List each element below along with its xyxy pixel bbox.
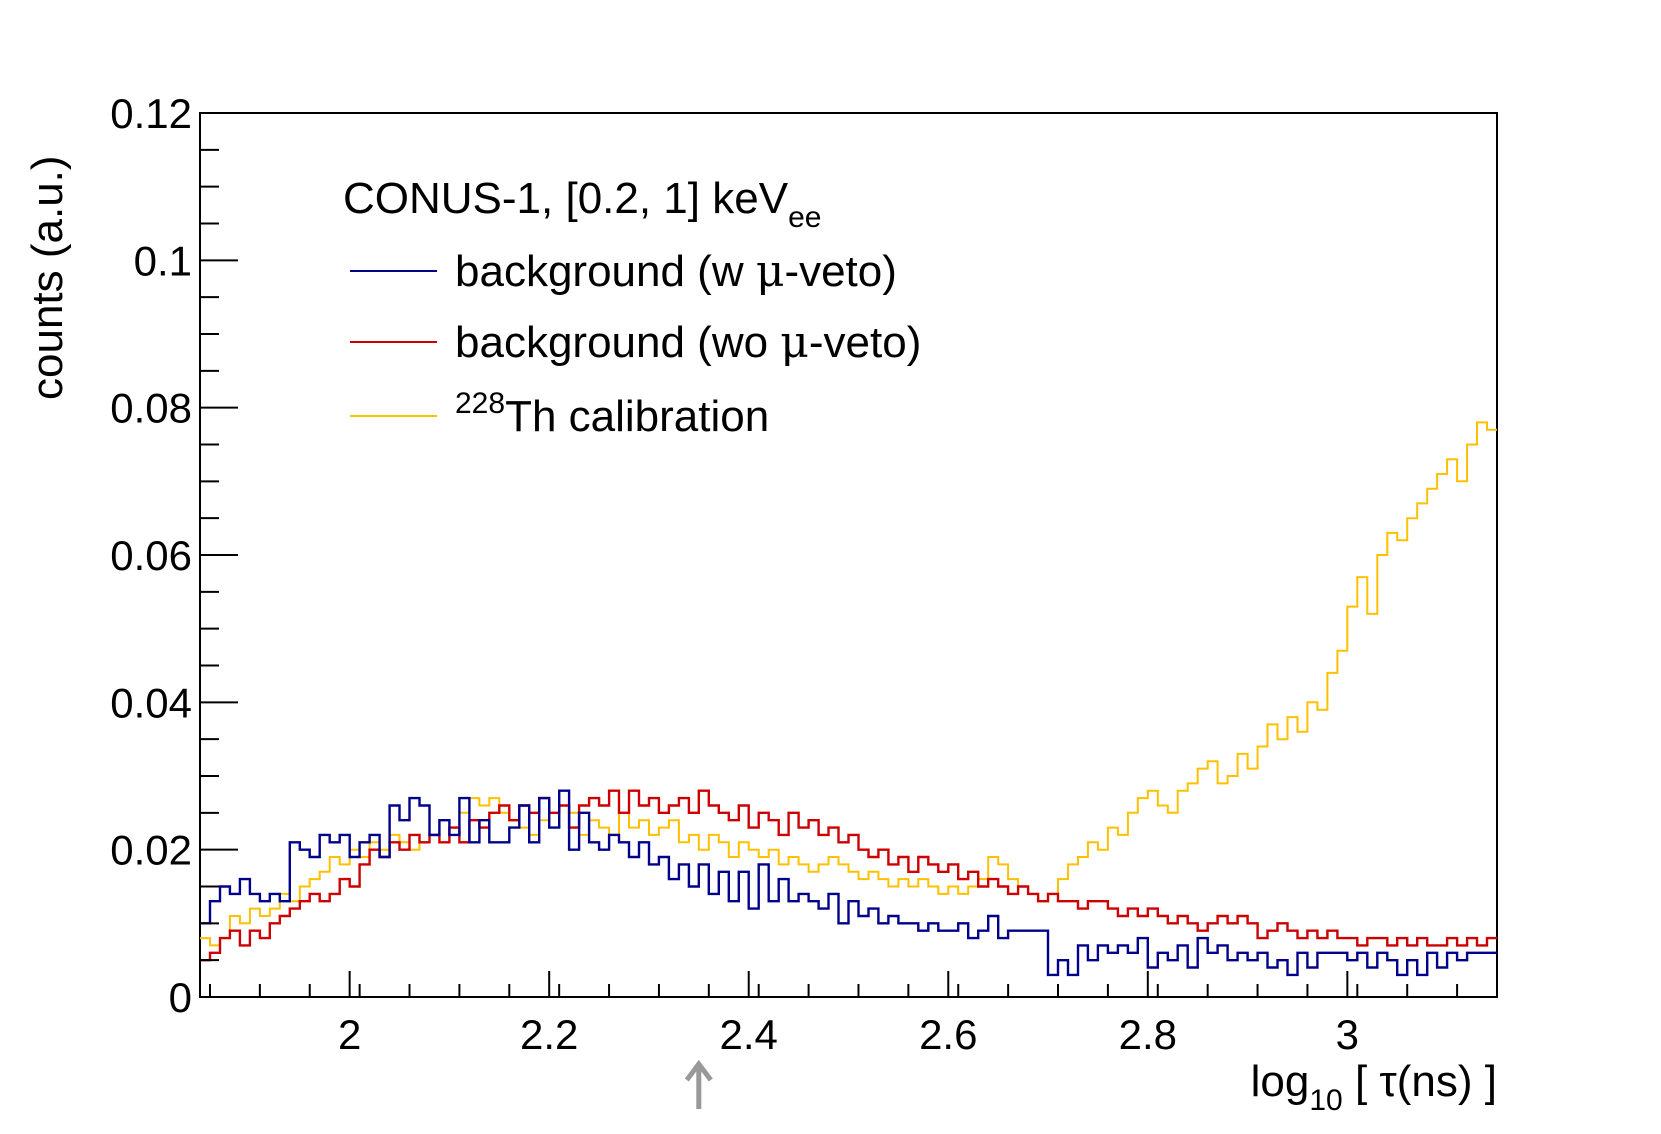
y-tick-label: 0.12 (110, 90, 192, 137)
y-tick-label: 0.02 (110, 827, 192, 874)
y-tick-label: 0.06 (110, 532, 192, 579)
x-tick-label: 2.4 (720, 1011, 778, 1058)
legend-title: CONUS-1, [0.2, 1] keVee (343, 174, 821, 234)
y-tick-label: 0.04 (110, 679, 192, 726)
x-tick-label: 2 (338, 1011, 361, 1058)
x-tick-label: 2.2 (520, 1011, 578, 1058)
x-axis-title: log10 [ τ(ns) ] (1251, 1057, 1497, 1117)
legend: CONUS-1, [0.2, 1] keVee background (w μ-… (343, 174, 921, 441)
series-line-2 (200, 421, 1497, 947)
threshold-arrow-icon (684, 1059, 713, 1109)
y-tick-label: 0.1 (134, 237, 192, 284)
x-tick-label: 3 (1336, 1011, 1359, 1058)
x-axis-title-subscript: 10 (1309, 1084, 1342, 1117)
y-tick-label: 0.08 (110, 385, 192, 432)
x-axis-title-suffix: [ τ(ns) ] (1343, 1057, 1497, 1106)
series-layer (200, 421, 1497, 977)
legend-label-th-calibration: 228Th calibration (455, 387, 769, 441)
y-axis-title: counts (a.u.) (23, 155, 72, 400)
tick-layer: 0 0.02 0.04 0.06 0.08 0.1 0.12 2 2.2 2.4 2.6 2.8 3 (110, 90, 1459, 1058)
series-line-1 (200, 789, 1497, 962)
x-axis-title-prefix: log (1251, 1057, 1310, 1106)
y-tick-label: 0 (169, 974, 192, 1021)
x-tick-label: 2.8 (1119, 1011, 1177, 1058)
x-tick-label: 2.6 (919, 1011, 977, 1058)
series-line-0 (200, 789, 1497, 977)
legend-label-w-veto: background (w μ-veto) (455, 246, 897, 297)
legend-label-wo-veto: background (wo μ-veto) (455, 317, 921, 368)
